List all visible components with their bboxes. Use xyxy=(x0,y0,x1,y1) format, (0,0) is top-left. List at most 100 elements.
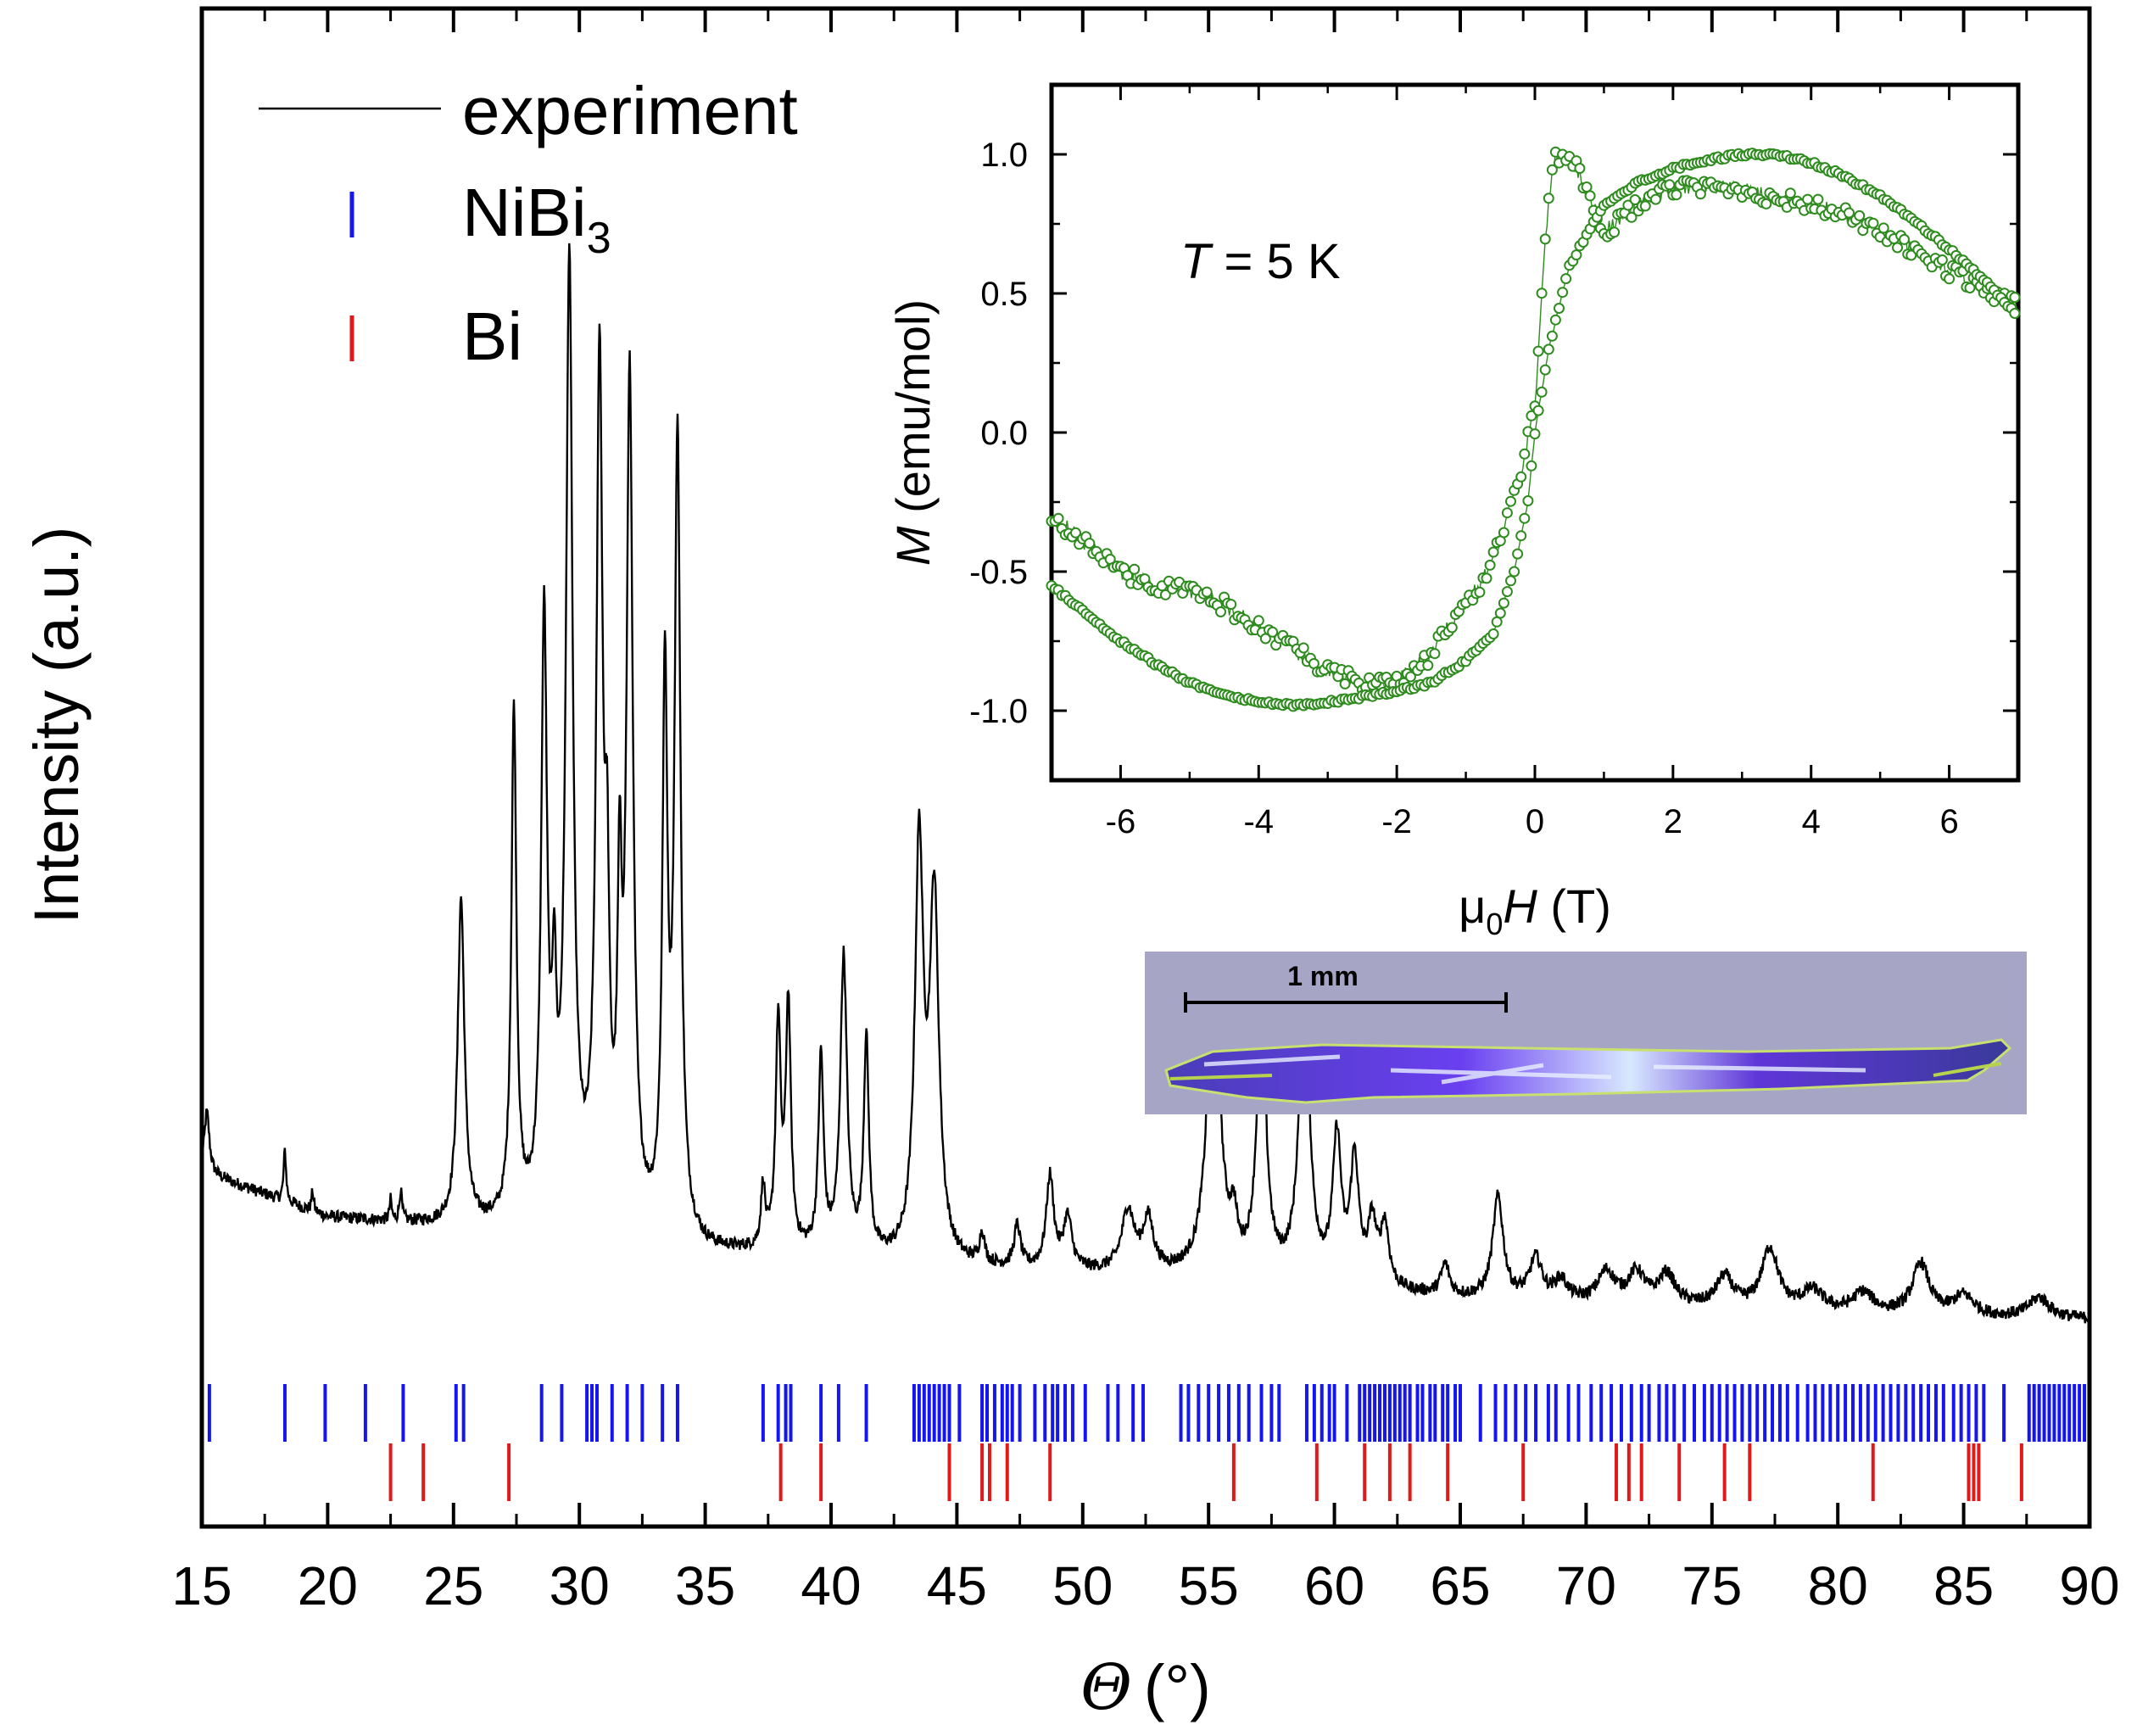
inset-data-point xyxy=(1498,597,1509,609)
inset-data-point xyxy=(1422,660,1434,672)
inset-data-point xyxy=(1622,199,1634,211)
inset-data-point xyxy=(1536,386,1548,398)
xrd-x-tick-label: 20 xyxy=(298,1555,358,1616)
inset-data-point xyxy=(1560,273,1572,285)
xrd-x-tick-label: 40 xyxy=(801,1555,861,1616)
xrd-x-tick-label: 30 xyxy=(550,1555,610,1616)
inset-data-point xyxy=(1539,364,1551,376)
inset-x-prefix: μ xyxy=(1459,879,1486,933)
inset-data-point xyxy=(1519,448,1531,460)
crystal-photo: 1 mm xyxy=(1145,952,2027,1114)
inset-data-point xyxy=(1515,471,1527,483)
inset-data-point xyxy=(1546,330,1558,342)
inset-data-point xyxy=(1694,188,1706,200)
temperature-symbol: T xyxy=(1180,234,1213,289)
inset-data-point xyxy=(1515,530,1527,542)
inset-data-point xyxy=(1812,193,1824,205)
inset-data-point xyxy=(1404,671,1416,683)
inset-data-point xyxy=(1557,287,1569,299)
inset-x-tick-label: -2 xyxy=(1381,803,1412,840)
inset-data-point xyxy=(1854,209,1866,221)
inset-data-point xyxy=(1526,460,1537,472)
inset-data-point xyxy=(1509,566,1520,578)
crystal-highlights xyxy=(1203,1054,1866,1085)
inset-data-point xyxy=(1429,648,1441,660)
xrd-x-tick-label: 50 xyxy=(1052,1555,1113,1616)
xrd-x-tick-label: 60 xyxy=(1304,1555,1364,1616)
xrd-x-tick-label: 35 xyxy=(675,1555,735,1616)
xrd-x-tick-label: 80 xyxy=(1808,1555,1868,1616)
inset-data-point xyxy=(1501,507,1513,519)
inset-data-point xyxy=(1487,628,1499,639)
inset-data-point xyxy=(1129,563,1141,575)
inset-data-point xyxy=(1481,572,1492,584)
inset-data-point xyxy=(1936,254,1948,265)
xrd-x-axis-label: Θ (°) xyxy=(1080,1651,1211,1724)
inset-data-point xyxy=(1639,200,1651,212)
xrd-y-axis-label: Intensity (a.u.) xyxy=(21,527,92,924)
inset-data-point xyxy=(1543,343,1554,355)
inset-y-tick-label: 0.0 xyxy=(980,415,1028,452)
inset-data-point xyxy=(1529,428,1541,440)
inset-data-point xyxy=(1626,211,1638,223)
xrd-x-tick-label: 75 xyxy=(1682,1555,1742,1616)
scale-bar-label: 1 mm xyxy=(1287,961,1359,991)
legend-nibi3-label: NiBi3 xyxy=(462,175,611,263)
inset-data-point xyxy=(1584,190,1596,202)
inset-data-point xyxy=(1844,207,1855,219)
crystal-needle xyxy=(1164,1038,2012,1104)
inset-x-tick-label: -4 xyxy=(1243,803,1274,840)
inset-data-point xyxy=(1532,345,1544,357)
legend-experiment-label: experiment xyxy=(462,73,798,148)
inset-data-point xyxy=(1215,606,1226,617)
inset-data-point xyxy=(1671,189,1682,201)
inset-y-tick-label: 0.5 xyxy=(980,276,1028,313)
inset-y-symbol: M xyxy=(886,526,940,566)
xrd-x-tick-label: 55 xyxy=(1179,1555,1239,1616)
inset-y-tick-label: -1.0 xyxy=(969,693,1028,730)
inset-data-point xyxy=(1512,548,1524,560)
inset-mh-plot: -6 -4 -2 0 2 4 6 -1.0 -0.5 0.0 0.5 1.0 T = 5 K M (e… xyxy=(886,82,2021,941)
xrd-x-tick-label: 65 xyxy=(1430,1555,1490,1616)
inset-data-point xyxy=(1474,586,1486,598)
inset-data-point xyxy=(1571,249,1582,261)
inset-data-point xyxy=(2009,308,2021,319)
inset-data-point xyxy=(2009,292,2021,304)
inset-x-tick-label: 6 xyxy=(1939,803,1958,840)
legend-bi-label: Bi xyxy=(462,299,522,374)
inset-data-point xyxy=(1802,193,1814,205)
xrd-x-tick-label: 70 xyxy=(1556,1555,1616,1616)
inset-data-point xyxy=(1581,181,1593,193)
inset-x-tick-label: 0 xyxy=(1526,803,1544,840)
reflection-markers xyxy=(207,1384,2087,1501)
xrd-x-tick-label: 85 xyxy=(1933,1555,1994,1616)
inset-data-point xyxy=(1964,282,1976,293)
inset-data-point xyxy=(1505,575,1516,587)
inset-data-point xyxy=(1574,163,1586,174)
xrd-x-tick-label: 45 xyxy=(927,1555,987,1616)
inset-x-tick-label: 2 xyxy=(1664,803,1682,840)
inset-data-point xyxy=(1892,242,1903,254)
crystal-edges xyxy=(1169,1062,2002,1080)
inset-data-point xyxy=(1650,193,1661,205)
xrd-legend: experiment NiBi3 Bi xyxy=(259,73,798,374)
inset-data-point xyxy=(1052,512,1064,524)
inset-data-point xyxy=(1609,226,1621,238)
xrd-x-tick-label: 15 xyxy=(171,1555,232,1616)
inset-data-point xyxy=(1505,495,1516,507)
inset-data-point xyxy=(1867,217,1879,229)
inset-data-point xyxy=(1297,642,1309,654)
xrd-plot: 15 20 25 30 35 40 45 50 55 60 65 70 75 80 85 90 Intensi… xyxy=(21,6,2120,1724)
inset-x-symbol: H xyxy=(1503,879,1537,933)
inset-data-point xyxy=(1944,273,1956,285)
inset-data-point xyxy=(1554,303,1565,314)
inset-data-point xyxy=(1549,314,1561,326)
inset-y-axis-label: M (emu/mol) xyxy=(886,299,940,566)
inset-data-point xyxy=(1446,622,1458,634)
inset-data-point xyxy=(1501,586,1513,598)
inset-data-point xyxy=(1487,546,1499,558)
inset-data-point xyxy=(1494,607,1506,619)
inset-data-point xyxy=(1498,527,1509,539)
inset-x-subscript: 0 xyxy=(1486,907,1503,941)
inset-x-axis-label: μ0H (T) xyxy=(1459,879,1611,941)
